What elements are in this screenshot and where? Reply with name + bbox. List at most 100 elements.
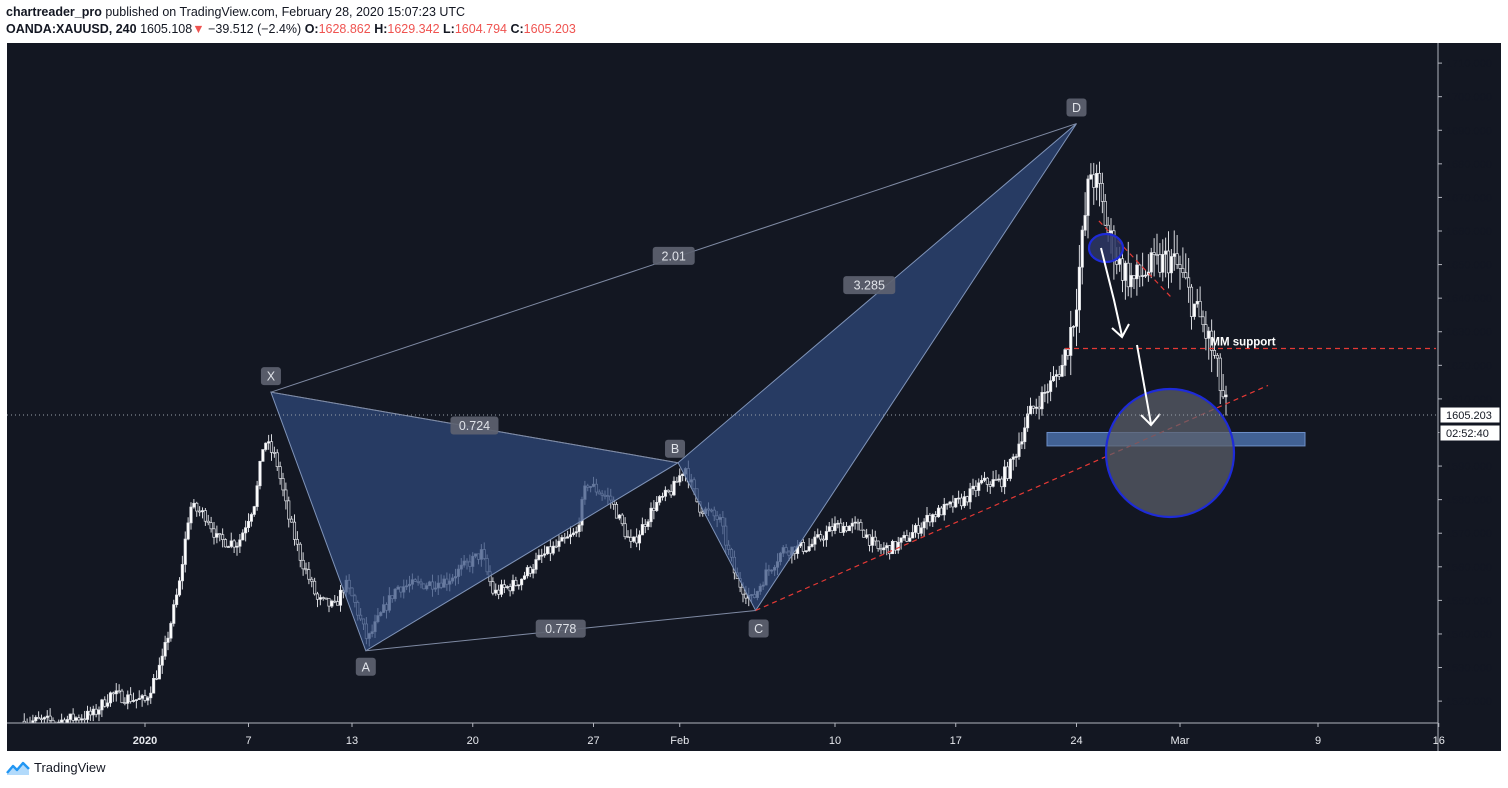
candle-up	[1161, 254, 1165, 273]
candle-down	[1138, 264, 1142, 277]
candle-up	[962, 496, 966, 507]
ratio-label-xd-box	[652, 246, 695, 265]
candle-up	[649, 507, 653, 523]
candle-up	[131, 700, 136, 702]
candle-down	[1092, 174, 1096, 188]
time-axis[interactable]: 2020 7 13 20 27 Feb 10 17 24 Mar 9 16	[7, 722, 1445, 747]
symbol-label: OANDA:XAUUSD, 240	[6, 22, 137, 36]
candle-down	[879, 548, 883, 551]
candle-up	[45, 715, 49, 718]
countdown-tag	[1439, 424, 1501, 442]
candle-up	[922, 521, 926, 529]
candle-up	[865, 534, 869, 538]
price-tick-label: 1640.000	[1446, 293, 1492, 305]
ratio-label-xb-text: 0.724	[459, 419, 490, 433]
candle-up	[246, 520, 251, 529]
candle-down	[1000, 478, 1004, 488]
candle-up	[1014, 456, 1018, 458]
candle-up	[640, 524, 644, 536]
point-label-a: A	[355, 657, 376, 676]
candle-up	[1074, 309, 1079, 327]
candle-down	[51, 719, 55, 723]
candle-up	[1080, 229, 1084, 268]
candle-down	[120, 690, 124, 703]
candle-up	[1172, 253, 1176, 257]
low-label: L:	[443, 22, 455, 36]
candle-up	[1026, 413, 1030, 429]
ratio-label-xd-text: 2.01	[662, 249, 686, 263]
arrow-path-2	[1136, 344, 1152, 425]
candle-down	[1120, 258, 1125, 281]
ratio-label-ac: 0.778	[535, 619, 586, 638]
candle-down	[928, 514, 932, 523]
price-axis[interactable]: 1520.000 1530.000 1540.000 1550.000 1560.000…	[1437, 43, 1501, 751]
candle-up	[1063, 349, 1067, 366]
price-tick-label: 1690.000	[1446, 125, 1492, 137]
candle-up	[945, 503, 949, 506]
arrow-path-1	[1100, 247, 1123, 337]
candle-up	[505, 586, 509, 588]
candle-down	[195, 502, 199, 512]
candle-up	[97, 709, 101, 715]
candle-up	[160, 655, 164, 666]
candle-down	[1037, 406, 1041, 410]
candle-down	[1100, 183, 1104, 202]
candle-down	[839, 522, 843, 533]
candle-up	[540, 554, 544, 557]
candle-up	[1020, 441, 1024, 445]
candle-up	[241, 532, 245, 541]
time-tick-label: 27	[587, 735, 599, 747]
time-tick-label: Mar	[1171, 735, 1190, 747]
candle-up	[511, 579, 515, 592]
candle-down	[801, 542, 805, 552]
candle-down	[313, 580, 317, 595]
footer-brand[interactable]: TradingView	[6, 760, 106, 775]
candle-up	[140, 695, 144, 699]
candle-down	[988, 484, 992, 487]
candle-up	[255, 485, 259, 507]
candle-up	[1192, 303, 1196, 317]
price-tick-label: 1680.000	[1446, 159, 1492, 171]
chart-background	[7, 43, 1501, 751]
candle-down	[88, 710, 92, 716]
candle-up	[557, 540, 561, 547]
candle-down	[321, 597, 325, 599]
candle-up	[525, 567, 529, 577]
candle-up	[235, 545, 239, 548]
candle-down	[934, 514, 938, 518]
candle-down	[626, 536, 630, 539]
candle-down	[281, 478, 285, 491]
price-tick-label: 1590.000	[1446, 461, 1492, 473]
candle-up	[183, 538, 187, 565]
candle-down	[123, 702, 127, 704]
point-label-x-text: X	[267, 370, 276, 384]
candle-up	[1086, 178, 1090, 216]
candle-down	[1166, 250, 1171, 274]
candle-down	[310, 578, 314, 582]
time-tick-label: 20	[467, 735, 479, 747]
point-label-c: C	[748, 619, 769, 638]
candle-up	[1043, 392, 1047, 394]
candle-down	[666, 489, 670, 493]
price-change: −39.512 (−2.4%)	[208, 22, 302, 36]
high-label: H:	[374, 22, 388, 36]
publisher-name[interactable]: chartreader_pro	[6, 5, 102, 19]
candle-down	[103, 699, 107, 707]
candle-down	[744, 593, 748, 599]
publish-line: chartreader_pro published on TradingView…	[6, 5, 465, 19]
time-tick-label: 9	[1315, 735, 1321, 747]
candle-up	[655, 502, 659, 511]
candle-up	[80, 718, 84, 721]
candle-down	[218, 533, 222, 536]
candle-up	[1135, 264, 1139, 280]
candle-up	[1141, 275, 1145, 277]
point-label-c-box	[748, 619, 769, 638]
candle-up	[1011, 456, 1015, 460]
candle-up	[34, 717, 38, 722]
candle-down	[623, 523, 627, 538]
candle-up	[114, 690, 118, 695]
candle-down	[278, 466, 282, 479]
candle-up	[890, 540, 895, 555]
candle-down	[269, 441, 274, 453]
